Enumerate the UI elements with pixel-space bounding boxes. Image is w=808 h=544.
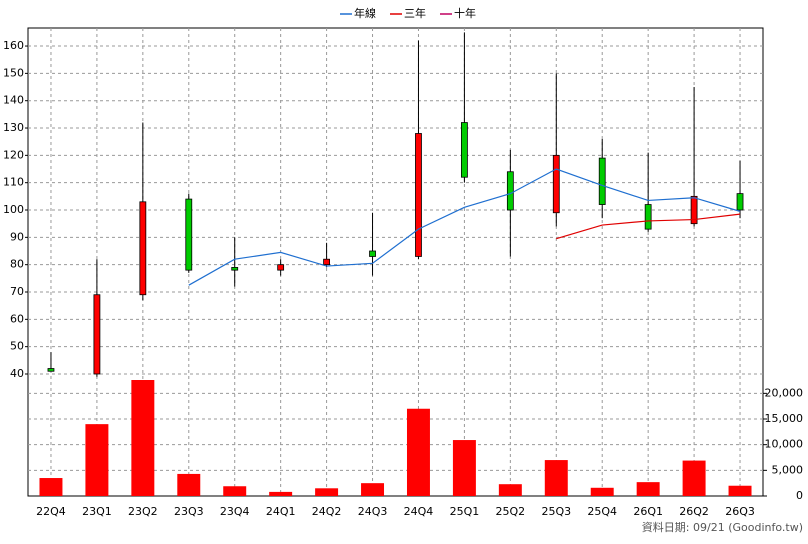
legend-label: 年線 <box>354 6 376 20</box>
y-tick-label: 120 <box>3 148 24 161</box>
volume-bar <box>406 408 430 496</box>
candle-body <box>139 201 147 296</box>
x-tick-label: 23Q4 <box>220 505 250 518</box>
x-tick-label: 23Q1 <box>82 505 112 518</box>
y2-tick-label: 15,000 <box>765 412 804 425</box>
candle-body <box>277 264 285 271</box>
y-tick-label: 40 <box>10 367 24 380</box>
candle-body <box>369 250 376 257</box>
x-tick-label: 26Q3 <box>725 505 755 518</box>
y-tick-label: 80 <box>10 258 24 271</box>
volume-bar <box>131 380 155 496</box>
x-tick-label: 23Q2 <box>128 505 158 518</box>
volume-bar <box>544 460 568 496</box>
x-tick-label: 25Q3 <box>541 505 571 518</box>
volume-bar <box>85 424 109 496</box>
candle-body <box>323 258 330 266</box>
footer: 資料日期: 09/21 (Goodinfo.tw) <box>642 520 803 534</box>
y-tick-label: 150 <box>3 66 24 79</box>
y-tick-label: 70 <box>10 285 24 298</box>
y-tick-label: 140 <box>3 94 24 107</box>
y2-tick-label: 5,000 <box>772 463 804 476</box>
volume-bar <box>315 488 339 496</box>
candle-body <box>231 267 239 271</box>
y-tick-label: 60 <box>10 312 24 325</box>
x-tick-label: 24Q2 <box>312 505 342 518</box>
volume-bar <box>728 485 752 496</box>
y2-tick-label: 0 <box>796 489 803 502</box>
volume-bar <box>269 491 293 496</box>
candle-body <box>598 157 606 205</box>
volume-bar <box>682 460 706 496</box>
volume-bar <box>223 486 247 496</box>
y-tick-label: 90 <box>10 230 24 243</box>
y-tick-label: 110 <box>3 176 24 189</box>
volume-bar <box>177 473 201 496</box>
y-tick-label: 130 <box>3 121 24 134</box>
x-tick-label: 24Q4 <box>404 505 434 518</box>
x-tick-label: 25Q1 <box>450 505 480 518</box>
legend-label: 三年 <box>404 6 426 20</box>
candle-body <box>552 154 560 214</box>
y-tick-label: 160 <box>3 39 24 52</box>
y2-tick-label: 20,000 <box>765 386 804 399</box>
x-tick-label: 24Q1 <box>266 505 296 518</box>
x-tick-label: 25Q2 <box>496 505 526 518</box>
volume-bar <box>361 483 385 496</box>
y-tick-label: 50 <box>10 340 24 353</box>
x-tick-label: 26Q2 <box>679 505 709 518</box>
volume-bar <box>590 487 614 496</box>
volume-bar <box>452 440 476 496</box>
y-tick-label: 100 <box>3 203 24 216</box>
candle-body <box>690 195 698 225</box>
ma-line <box>188 168 741 286</box>
ma-line <box>556 213 741 240</box>
candle-body <box>506 171 514 211</box>
volume-bar <box>498 484 522 496</box>
y2-tick-label: 10,000 <box>765 438 804 451</box>
x-tick-label: 25Q4 <box>587 505 617 518</box>
candle-body <box>93 294 101 375</box>
candle-body <box>644 204 652 230</box>
x-tick-label: 23Q3 <box>174 505 204 518</box>
legend-label: 十年 <box>454 6 476 20</box>
candle-body <box>415 133 422 257</box>
candle-body <box>47 368 55 372</box>
candle-body <box>461 122 468 178</box>
candle-body <box>736 193 744 211</box>
x-tick-label: 22Q4 <box>36 505 66 518</box>
volume-bar <box>39 478 63 496</box>
x-tick-label: 24Q3 <box>358 505 388 518</box>
x-tick-label: 26Q1 <box>633 505 663 518</box>
candle-body <box>185 198 193 271</box>
volume-bar <box>636 482 660 496</box>
